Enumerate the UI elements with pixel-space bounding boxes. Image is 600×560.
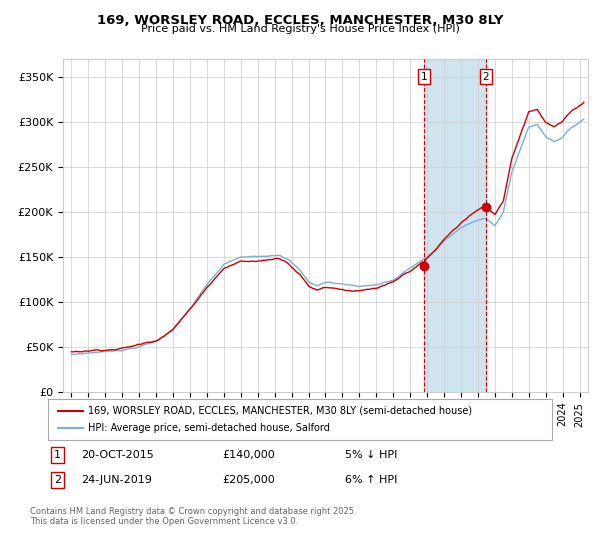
Text: 1: 1 [54, 450, 61, 460]
Text: 24-JUN-2019: 24-JUN-2019 [81, 475, 152, 485]
Text: £205,000: £205,000 [222, 475, 275, 485]
Text: 20-OCT-2015: 20-OCT-2015 [81, 450, 154, 460]
Text: 2: 2 [482, 72, 489, 82]
Text: 5% ↓ HPI: 5% ↓ HPI [345, 450, 397, 460]
Text: £140,000: £140,000 [222, 450, 275, 460]
Bar [424, 59, 486, 392]
Text: Contains HM Land Registry data © Crown copyright and database right 2025.
This d: Contains HM Land Registry data © Crown c… [30, 507, 356, 526]
Text: Price paid vs. HM Land Registry's House Price Index (HPI): Price paid vs. HM Land Registry's House … [140, 24, 460, 34]
Text: 169, WORSLEY ROAD, ECCLES, MANCHESTER, M30 8LY: 169, WORSLEY ROAD, ECCLES, MANCHESTER, M… [97, 14, 503, 27]
Text: 6% ↑ HPI: 6% ↑ HPI [345, 475, 397, 485]
Text: 2: 2 [54, 475, 61, 485]
Text: 1: 1 [421, 72, 427, 82]
Text: HPI: Average price, semi-detached house, Salford: HPI: Average price, semi-detached house,… [88, 423, 330, 433]
Text: 169, WORSLEY ROAD, ECCLES, MANCHESTER, M30 8LY (semi-detached house): 169, WORSLEY ROAD, ECCLES, MANCHESTER, M… [88, 405, 472, 416]
